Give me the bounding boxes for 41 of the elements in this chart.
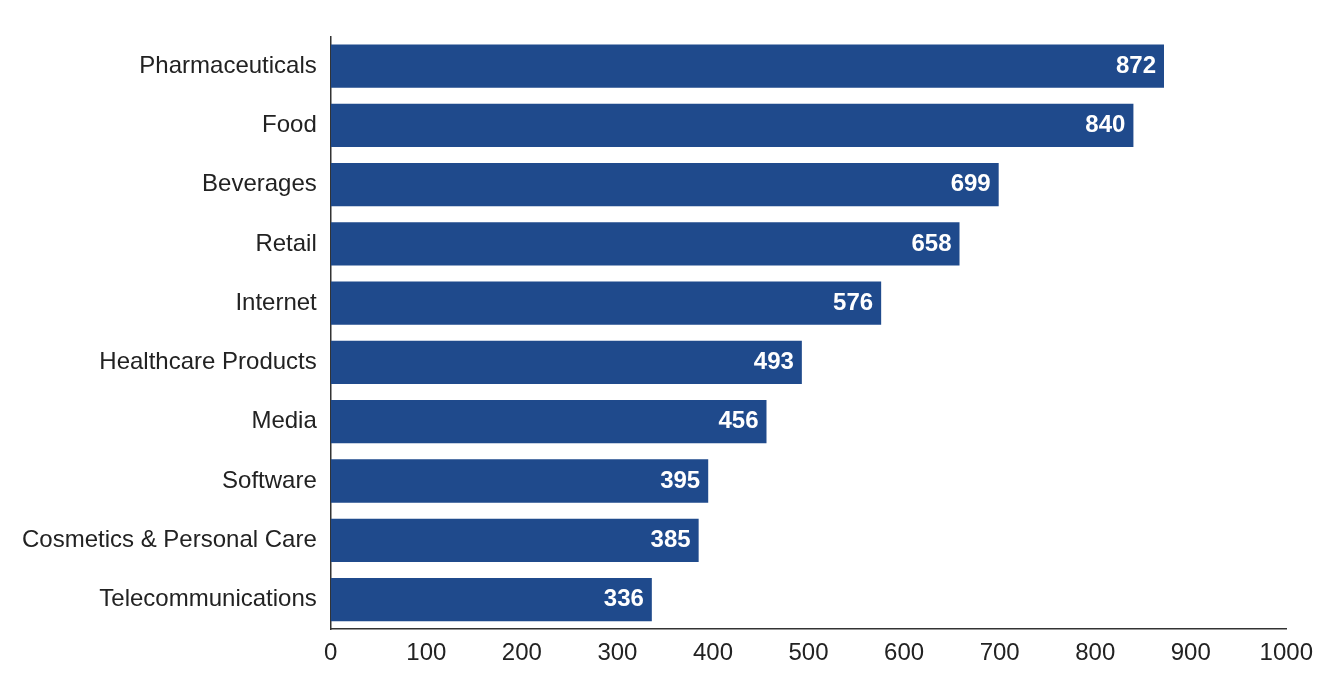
data-label: 699 xyxy=(950,169,991,197)
x-tick-label: 0 xyxy=(324,638,338,666)
x-tick-label: 600 xyxy=(884,638,925,666)
bar xyxy=(330,340,802,385)
y-tick-label: Internet xyxy=(235,287,318,315)
x-tick-label: 1000 xyxy=(1259,638,1313,666)
bar xyxy=(330,518,699,562)
data-label: 395 xyxy=(660,465,701,493)
bar xyxy=(330,459,709,503)
x-tick-label: 200 xyxy=(501,638,542,666)
data-label: 872 xyxy=(1115,50,1156,78)
data-label: 385 xyxy=(650,524,691,552)
y-tick-label: Software xyxy=(222,465,317,493)
x-tick-label: 800 xyxy=(1075,638,1116,666)
bar xyxy=(330,103,1134,147)
data-label: 456 xyxy=(718,406,759,434)
data-label: 576 xyxy=(833,287,874,315)
bar xyxy=(330,44,1164,88)
y-tick-label: Retail xyxy=(255,228,317,256)
y-tick-label: Telecommunications xyxy=(99,584,317,612)
y-tick-label: Food xyxy=(262,109,317,137)
y-tick-label: Pharmaceuticals xyxy=(139,50,317,78)
y-tick-label: Beverages xyxy=(202,169,317,197)
x-tick-label: 100 xyxy=(406,638,447,666)
x-tick-label: 300 xyxy=(597,638,638,666)
bar xyxy=(330,400,767,444)
bar xyxy=(330,222,960,266)
data-label: 658 xyxy=(911,228,952,256)
bar xyxy=(330,162,999,207)
y-tick-label: Cosmetics & Personal Care xyxy=(21,524,317,552)
x-tick-label: 700 xyxy=(979,638,1020,666)
data-label: 840 xyxy=(1085,109,1126,137)
y-tick-label: Media xyxy=(251,406,318,434)
x-tick-label: 400 xyxy=(692,638,734,666)
x-tick-label: 500 xyxy=(788,638,829,666)
data-label: 493 xyxy=(753,347,794,375)
y-tick-label: Healthcare Products xyxy=(99,347,317,375)
data-label: 336 xyxy=(603,584,644,612)
bar xyxy=(330,577,652,622)
bar xyxy=(330,281,882,325)
x-tick-label: 900 xyxy=(1170,638,1211,666)
